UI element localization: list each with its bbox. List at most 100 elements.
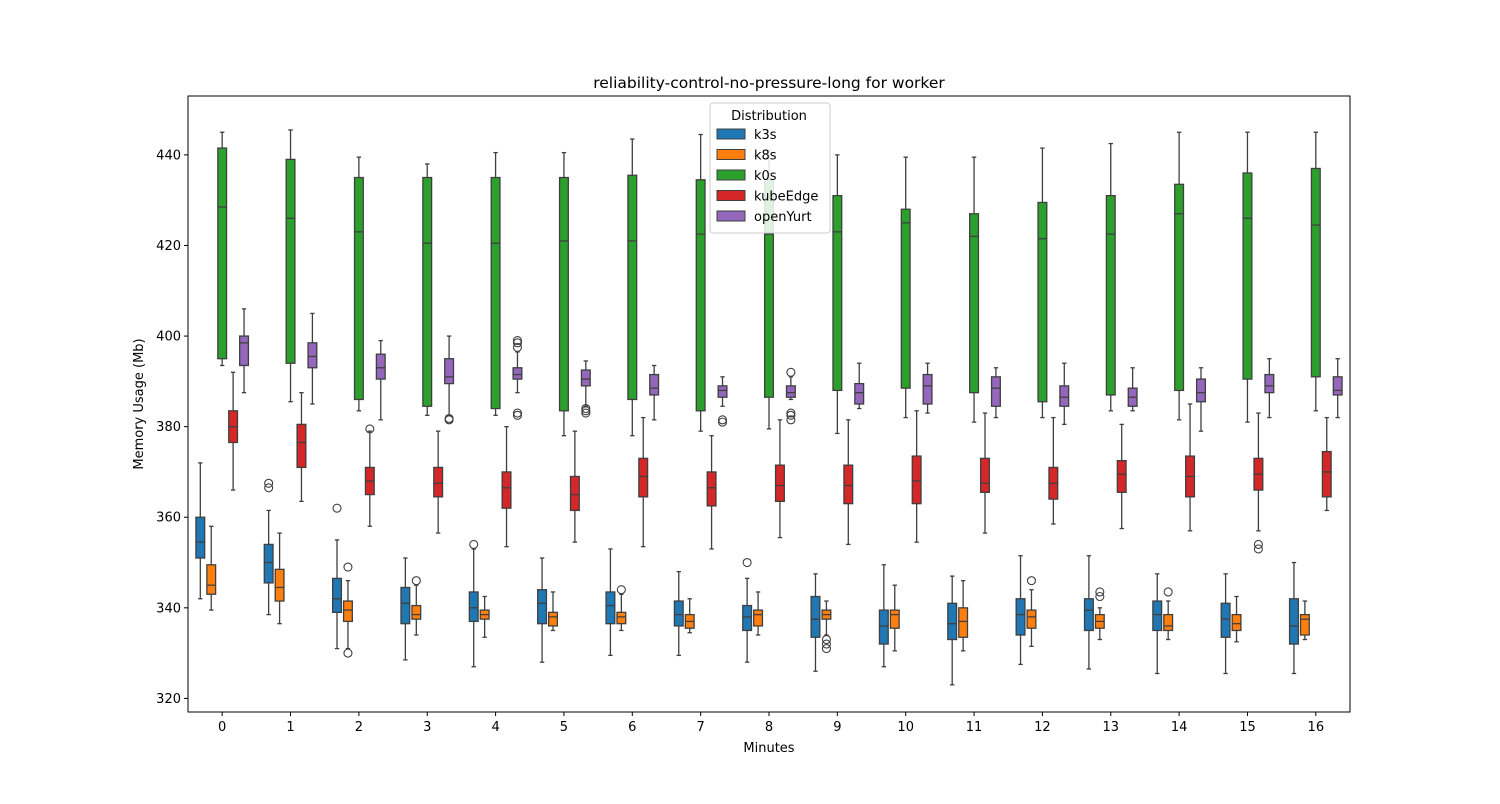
iqr-box (1037, 201, 1048, 403)
iqr-box (580, 369, 591, 387)
box-k3s-2 (331, 503, 343, 650)
iqr-box (616, 611, 627, 625)
box-openYurt-5 (580, 360, 591, 418)
box-kubeEdge-10 (911, 410, 922, 543)
iqr-box (490, 176, 501, 410)
iqr-box (353, 176, 364, 401)
legend-label: k8s (754, 149, 777, 164)
box-k0s-4 (490, 151, 501, 416)
outlier-point (469, 539, 479, 549)
box-k8s-9 (821, 600, 832, 654)
box-k8s-7 (684, 598, 695, 634)
box-k8s-3 (411, 576, 422, 636)
outlier-point (1253, 539, 1263, 549)
iqr-box (742, 604, 753, 632)
x-tick-label: 11 (966, 720, 983, 735)
x-tick-label: 8 (765, 720, 773, 735)
iqr-box (547, 611, 559, 627)
iqr-box (263, 543, 274, 584)
iqr-box (1174, 183, 1185, 392)
outlier-point (1163, 587, 1173, 597)
box-k3s-8 (742, 557, 753, 663)
box-k3s-6 (605, 548, 616, 657)
box-kubeEdge-11 (979, 412, 991, 534)
iqr-box (558, 176, 569, 412)
box-kubeEdge-8 (774, 419, 785, 539)
iqr-box (1015, 598, 1026, 636)
outlier-point (786, 415, 796, 425)
box-kubeEdge-12 (1048, 416, 1059, 525)
box-k3s-14 (1152, 573, 1163, 675)
outlier-point (1095, 587, 1105, 597)
iqr-box (1332, 376, 1343, 396)
box-k8s-6 (616, 585, 627, 632)
box-openYurt-3 (444, 335, 455, 425)
y-tick-label: 440 (156, 148, 181, 163)
y-tick-label: 420 (156, 239, 181, 254)
iqr-box (195, 516, 206, 559)
box-openYurt-8 (785, 367, 796, 425)
iqr-box (958, 607, 969, 638)
iqr-box (217, 147, 228, 360)
iqr-box (411, 604, 422, 620)
iqr-box (717, 385, 728, 398)
iqr-box (673, 600, 684, 627)
box-k0s-16 (1310, 131, 1321, 412)
box-kubeEdge-15 (1253, 412, 1264, 554)
iqr-box (810, 595, 821, 638)
iqr-box (1231, 613, 1242, 632)
box-k3s-7 (673, 570, 684, 657)
box-k3s-5 (537, 557, 548, 663)
outlier-point (821, 634, 831, 645)
iqr-box (1288, 598, 1299, 645)
iqr-box (1116, 459, 1127, 493)
box-k8s-1 (274, 532, 285, 625)
outlier-point (581, 406, 591, 416)
iqr-box (1059, 385, 1070, 407)
box-k0s-3 (422, 163, 433, 416)
box-k0s-0 (217, 131, 228, 367)
box-openYurt-16 (1332, 358, 1343, 419)
box-openYurt-11 (990, 367, 1001, 419)
iqr-box (969, 213, 980, 394)
legend-swatch (716, 149, 746, 160)
iqr-box (947, 602, 958, 641)
box-kubeEdge-9 (843, 419, 854, 546)
box-openYurt-6 (649, 364, 660, 421)
iqr-box (1264, 373, 1275, 394)
box-kubeEdge-13 (1116, 423, 1127, 530)
box-k3s-10 (878, 564, 889, 668)
legend-item-k8s: k8s (716, 149, 777, 164)
outlier-point (581, 408, 591, 418)
legend-swatch (716, 169, 746, 181)
legend-label: kubeEdge (754, 190, 818, 205)
box-kubeEdge-1 (296, 392, 307, 503)
box-k3s-16 (1288, 561, 1299, 675)
legend-item-k0s: k0s (716, 169, 777, 184)
x-tick-label: 3 (423, 720, 431, 735)
iqr-box (911, 455, 922, 505)
iqr-box (444, 358, 455, 385)
iqr-box (753, 609, 764, 627)
box-k0s-12 (1037, 147, 1048, 419)
x-tick-label: 13 (1102, 720, 1119, 735)
iqr-box (468, 591, 479, 623)
outlier-point (821, 644, 831, 654)
box-openYurt-13 (1127, 367, 1138, 412)
box-openYurt-12 (1059, 362, 1070, 426)
iqr-box (285, 158, 296, 364)
iqr-box (832, 194, 843, 392)
iqr-box (854, 382, 865, 405)
box-k8s-10 (889, 584, 900, 652)
outlier-point (512, 342, 523, 352)
outlier-point (717, 415, 728, 425)
y-tick-label: 340 (156, 601, 181, 616)
box-kubeEdge-3 (433, 430, 444, 534)
iqr-box (649, 373, 660, 396)
box-openYurt-4 (512, 336, 523, 420)
outlier-point (343, 562, 353, 572)
iqr-box (433, 466, 444, 498)
outlier-point (786, 408, 796, 418)
iqr-box (922, 373, 933, 405)
outlier-point (786, 367, 796, 377)
